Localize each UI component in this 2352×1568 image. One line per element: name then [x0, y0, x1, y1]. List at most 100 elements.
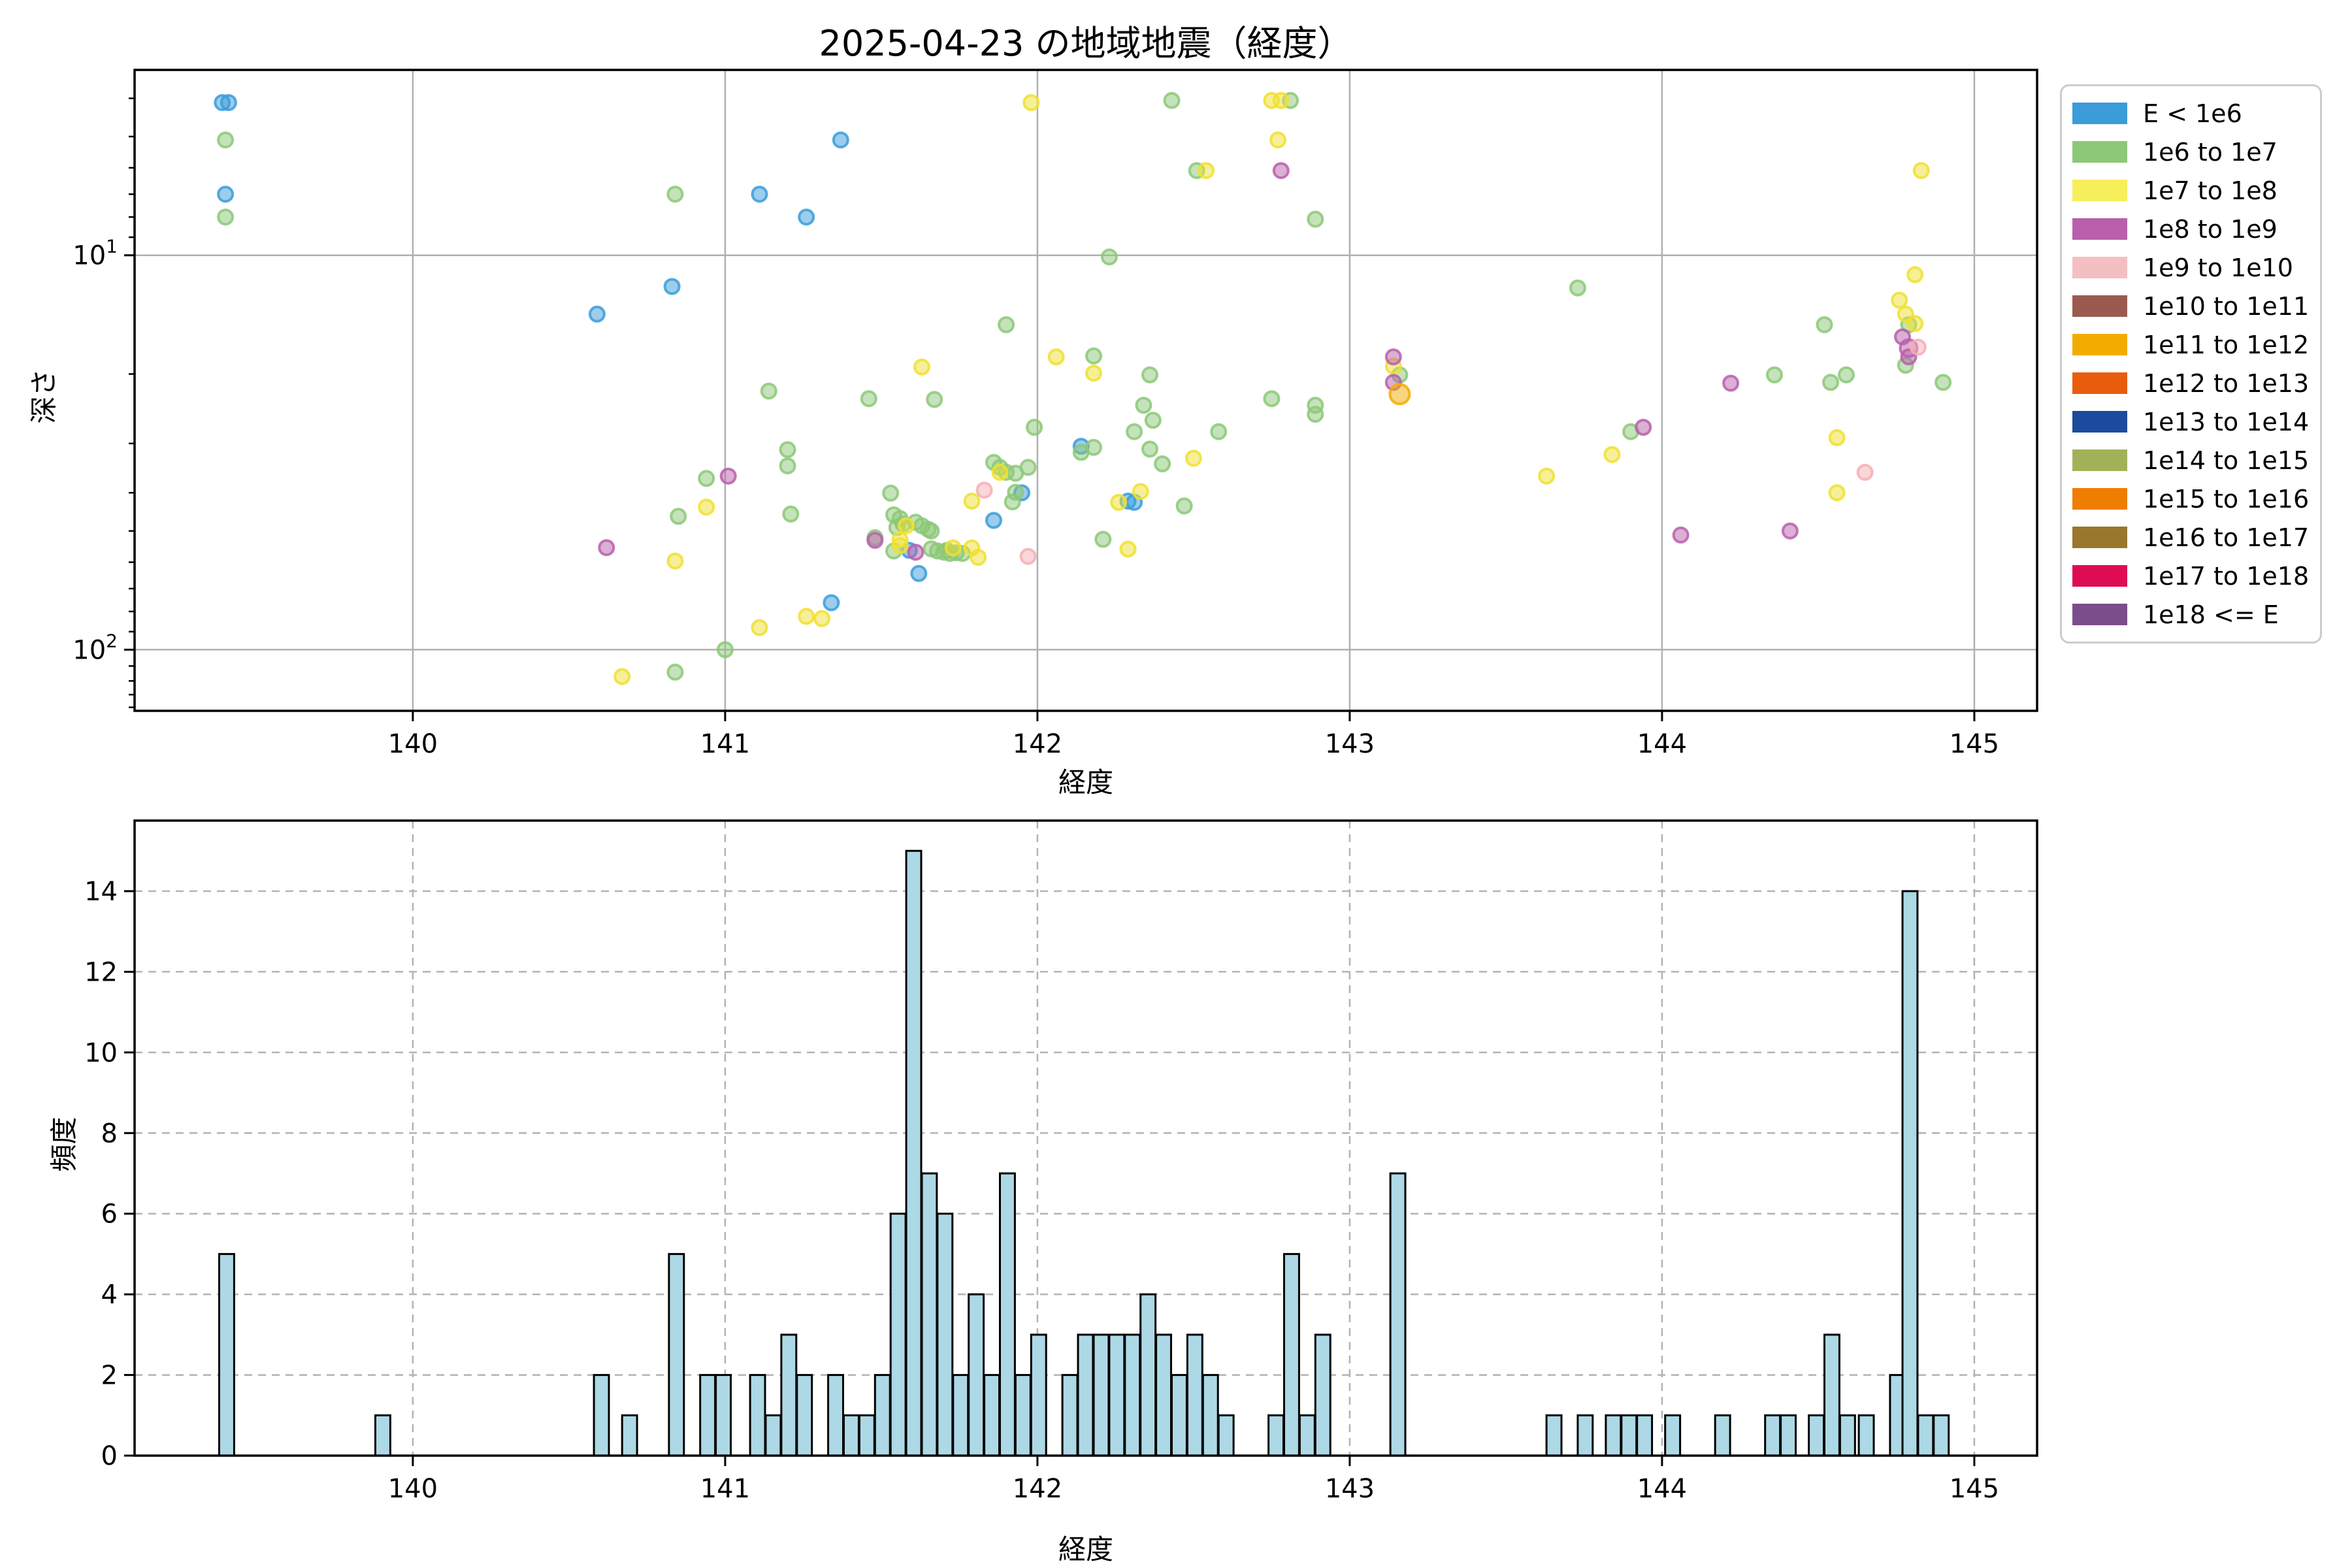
scatter-point [1891, 291, 1908, 309]
scatter-point [1085, 347, 1102, 365]
legend-item: 1e15 to 1e16 [2072, 480, 2313, 518]
legend-item: 1e13 to 1e14 [2072, 403, 2313, 441]
scatter-point [666, 663, 684, 681]
scatter-point [1019, 459, 1037, 476]
scatter-point [1766, 366, 1783, 384]
scatter-point [1856, 463, 1874, 481]
y-tick-label: 101 [73, 236, 118, 271]
scatter-point [1906, 315, 1924, 333]
legend-swatch [2072, 604, 2127, 625]
histogram-bar [1764, 1414, 1782, 1457]
x-tick-label: 144 [1637, 1474, 1687, 1504]
chart-title: 2025-04-23 の地域地震（経度） [819, 23, 1353, 64]
scatter-point [1019, 547, 1037, 565]
x-tick-label: 145 [1950, 1474, 1999, 1504]
histogram-bar [1389, 1172, 1407, 1457]
legend-label: 1e17 to 1e18 [2143, 561, 2310, 591]
scatter-point [866, 532, 884, 549]
histogram-bar [1298, 1414, 1316, 1457]
scatter-point [1722, 374, 1740, 392]
scatter-point [1538, 467, 1556, 485]
histogram-bar [1201, 1374, 1219, 1457]
scatter-point [1141, 366, 1158, 384]
x-tick-label: 140 [388, 1474, 438, 1504]
histogram-bar [699, 1374, 717, 1457]
scatter-point [1603, 446, 1621, 463]
histogram-frame [133, 819, 2038, 1457]
scatter-frame [133, 69, 2038, 712]
histogram-bar [621, 1414, 638, 1457]
histogram-bar [764, 1414, 782, 1457]
scatter-point [970, 549, 987, 566]
y-tick-label: 10 [84, 1038, 118, 1068]
legend-swatch [2072, 565, 2127, 587]
scatter-point [1184, 449, 1202, 467]
legend-item: 1e18 <= E [2072, 596, 2313, 634]
histogram-bar [1780, 1414, 1797, 1457]
scatter-point [832, 131, 849, 149]
histogram-bar [374, 1414, 391, 1457]
scatter-point [891, 537, 909, 555]
legend-label: E < 1e6 [2143, 99, 2242, 128]
histogram-bar [1267, 1414, 1284, 1457]
scatter-point [1828, 429, 1846, 446]
scatter-point [1163, 91, 1181, 109]
scatter-point [1935, 374, 1952, 391]
x-tick-label: 145 [1950, 729, 1999, 759]
scatter-point [1198, 162, 1215, 180]
histogram-bar [858, 1414, 875, 1457]
scatter-point [1909, 338, 1927, 356]
scatter-point [1100, 248, 1118, 266]
legend-item: 1e9 to 1e10 [2072, 249, 2313, 287]
legend-label: 1e13 to 1e14 [2143, 407, 2310, 436]
scatter-point [798, 608, 815, 625]
scatter-point [1085, 365, 1102, 382]
histogram-bar [1283, 1252, 1300, 1457]
histogram-bar [1917, 1414, 1935, 1457]
legend-item: 1e6 to 1e7 [2072, 133, 2313, 171]
legend-swatch [2072, 218, 2127, 240]
scatter-point [910, 564, 928, 582]
legend-item: 1e14 to 1e15 [2072, 442, 2313, 480]
histogram-bar [1576, 1414, 1594, 1457]
legend-label: 1e7 to 1e8 [2143, 176, 2278, 205]
histogram-bar [796, 1374, 813, 1457]
x-tick-label: 142 [1013, 1474, 1062, 1504]
histogram-bar [952, 1374, 970, 1457]
scatter-point [991, 463, 1009, 481]
legend-swatch [2072, 295, 2127, 317]
scatter-point [1569, 279, 1586, 297]
legend-label: 1e12 to 1e13 [2143, 368, 2310, 398]
y-tick-label: 12 [84, 957, 118, 987]
scatter-point [907, 544, 924, 561]
scatter-point [1047, 348, 1065, 366]
legend-item: 1e10 to 1e11 [2072, 287, 2313, 325]
histogram-bar [983, 1374, 1000, 1457]
scatter-point [813, 610, 831, 627]
scatter-point [998, 316, 1015, 333]
scatter-point [860, 390, 877, 408]
scatter-point [1269, 131, 1286, 149]
legend-swatch [2072, 180, 2127, 201]
legend-swatch [2072, 527, 2127, 548]
y-tick-label: 6 [101, 1200, 118, 1230]
x-tick-label: 141 [700, 729, 750, 759]
scatter-point [1635, 419, 1652, 436]
legend-label: 1e8 to 1e9 [2143, 214, 2278, 244]
scatter-point [1126, 423, 1143, 440]
histogram-bar [1545, 1414, 1563, 1457]
scatter-plot: 140 141 142 143 144 145 101 102 [73, 69, 2038, 759]
y-tick-label: 4 [101, 1280, 118, 1310]
histogram-bar [218, 1252, 235, 1457]
scatter-point [760, 382, 777, 400]
legend-swatch [2072, 103, 2127, 124]
legend-swatch [2072, 411, 2127, 433]
histogram-bar [1217, 1414, 1235, 1457]
histogram-bar [999, 1172, 1016, 1457]
x-tick-label: 142 [1013, 729, 1062, 759]
scatter-point [751, 619, 768, 636]
scatter-points [214, 91, 1952, 685]
scatter-y-axis-label: 深さ [27, 368, 60, 424]
legend-swatch [2072, 372, 2127, 394]
